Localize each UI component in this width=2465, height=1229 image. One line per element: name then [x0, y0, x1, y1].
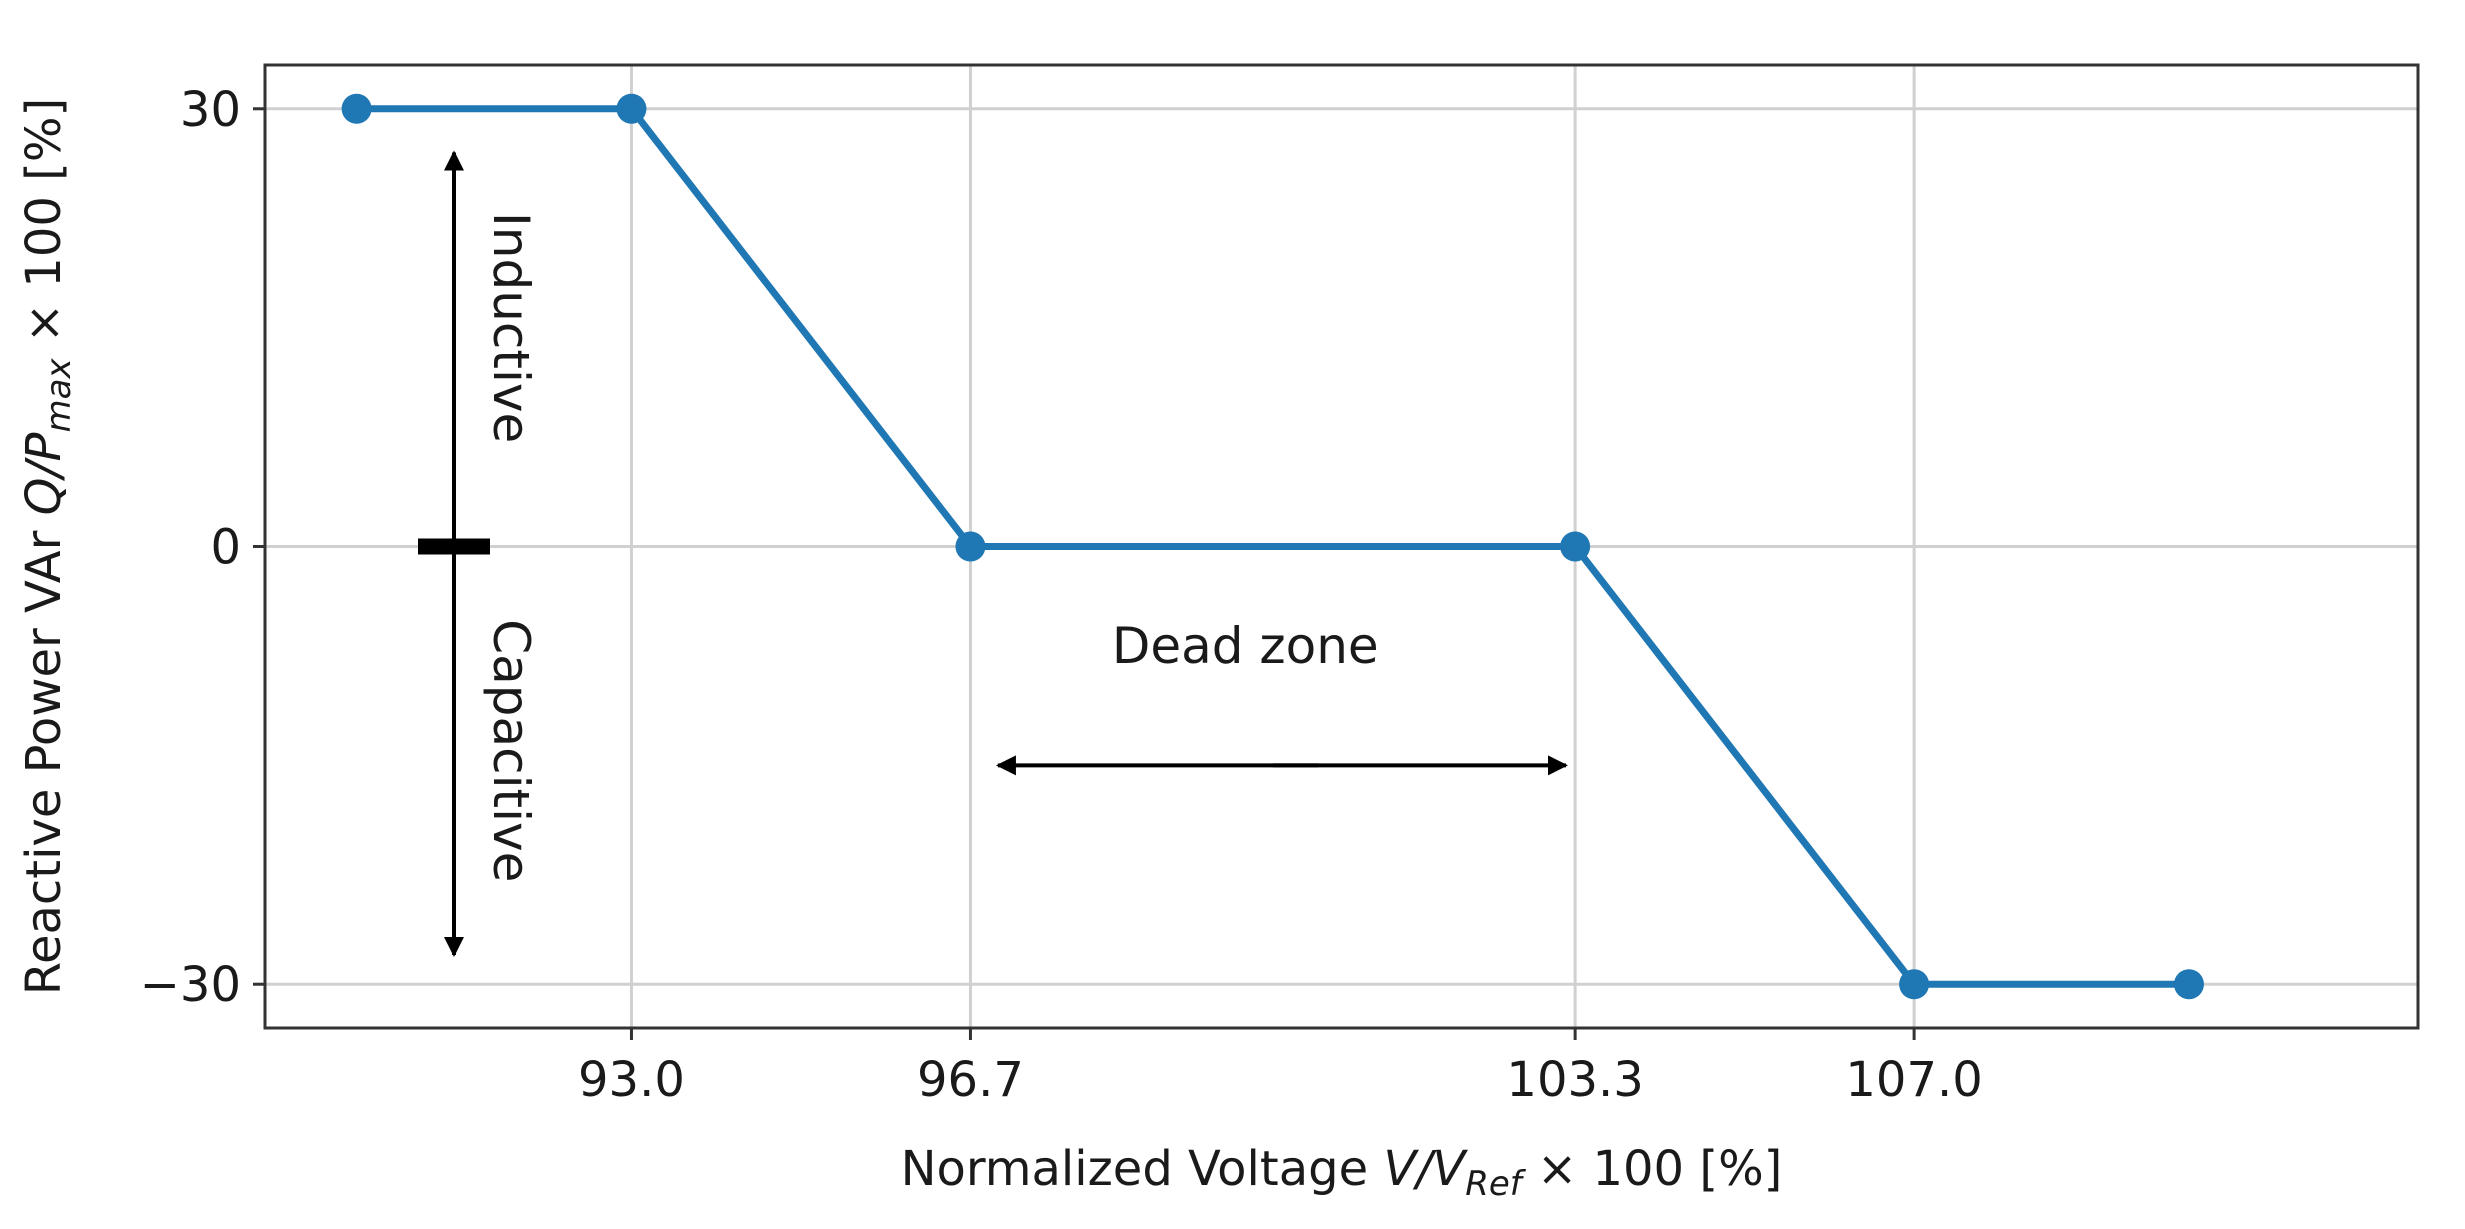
inductive-label: Inductive [482, 212, 540, 443]
x-label-subscript: Ref [1465, 1164, 1527, 1204]
x-axis-label: Normalized Voltage V/VRef × 100 [%] [901, 1141, 1783, 1204]
y-label-subscript: max [39, 358, 79, 433]
y-axis-label: Reactive Power VAr Q/Pmax × 100 [%] [16, 98, 79, 996]
annotations: Inductive Capacitive Dead zone [418, 150, 1568, 958]
x-label-prefix: Normalized Voltage [901, 1141, 1384, 1197]
series [341, 93, 2204, 1000]
x-label-var: V [1383, 1141, 1419, 1197]
capacitive-label: Capacitive [482, 619, 540, 882]
x-tick-label: 107.0 [1845, 1052, 1982, 1108]
x-label-var2: V [1432, 1141, 1468, 1197]
x-axis-ticks: 93.0 96.7 103.3 107.0 [578, 1028, 1983, 1108]
data-point [955, 531, 986, 562]
y-axis-ticks: 30 0 −30 [140, 82, 265, 1013]
data-point [1560, 531, 1591, 562]
y-label-suffix: × 100 [%] [16, 98, 72, 359]
y-tick-label: 30 [180, 82, 241, 138]
y-tick-label: −30 [140, 957, 241, 1013]
origin-bar [418, 538, 490, 555]
y-tick-label: 0 [210, 520, 241, 576]
data-point [1899, 969, 1930, 1000]
data-point [616, 93, 647, 124]
series-line [356, 105, 2189, 988]
y-label-var2: P [16, 432, 72, 461]
data-point [341, 93, 372, 124]
y-label-prefix: Reactive Power VAr [16, 515, 72, 995]
x-label-suffix: × 100 [%] [1522, 1141, 1783, 1197]
x-tick-label: 93.0 [578, 1052, 685, 1108]
y-label-var: Q [16, 478, 72, 516]
x-tick-label: 103.3 [1506, 1052, 1643, 1108]
dead-zone-label: Dead zone [1112, 617, 1379, 675]
x-tick-label: 96.7 [917, 1052, 1024, 1108]
data-point [2173, 969, 2204, 1000]
